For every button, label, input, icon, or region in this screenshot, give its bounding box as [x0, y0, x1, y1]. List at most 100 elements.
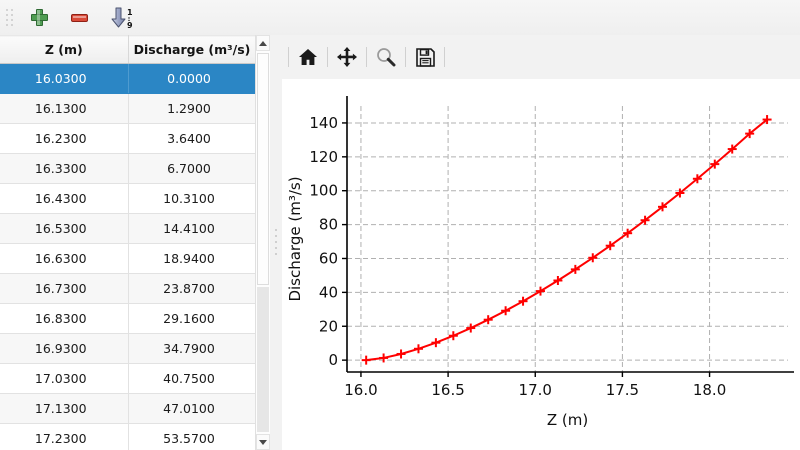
zoom-button[interactable]: [369, 42, 403, 72]
y-tick-label: 140: [309, 114, 338, 132]
table-toolbar: 1 9: [0, 0, 800, 36]
table-row[interactable]: 17.0300 40.7500: [0, 363, 257, 394]
table-vertical-scrollbar[interactable]: [255, 35, 270, 450]
cell-z[interactable]: 16.2300: [0, 123, 129, 154]
toolbar-drag-grip[interactable]: [5, 7, 15, 29]
data-point-marker: [745, 129, 755, 139]
cell-discharge[interactable]: 47.0100: [128, 393, 257, 424]
table-row[interactable]: 16.7300 23.8700: [0, 273, 257, 304]
y-tick-label: 80: [319, 216, 338, 234]
table-row[interactable]: 16.4300 10.3100: [0, 183, 257, 214]
cell-discharge[interactable]: 18.9400: [128, 243, 257, 274]
cell-z[interactable]: 16.1300: [0, 93, 129, 124]
cell-z[interactable]: 16.4300: [0, 183, 129, 214]
home-icon: [298, 48, 318, 66]
cell-discharge[interactable]: 1.2900: [128, 93, 257, 124]
series-line: [366, 118, 768, 362]
toolbar-separator: [288, 47, 289, 67]
data-point-marker: [413, 344, 423, 354]
y-tick-label: 20: [319, 317, 338, 335]
toolbar-separator: [366, 47, 367, 67]
x-tick-label: 16.5: [431, 381, 464, 399]
table-row[interactable]: 16.5300 14.4100: [0, 213, 257, 244]
panel-splitter[interactable]: [270, 35, 282, 450]
scroll-down-arrow[interactable]: [256, 434, 270, 450]
table-header-row: Z (m) Discharge (m³/s): [0, 35, 257, 64]
data-point-marker: [710, 159, 720, 169]
cell-discharge[interactable]: 40.7500: [128, 363, 257, 394]
y-tick-label: 60: [319, 249, 338, 267]
table-body: 16.0300 0.0000 16.1300 1.2900 16.2300 3.6400 1…: [0, 63, 257, 450]
scrollbar-track[interactable]: [257, 287, 269, 432]
y-tick-label: 120: [309, 148, 338, 166]
table-row[interactable]: 16.8300 29.1600: [0, 303, 257, 334]
cell-discharge[interactable]: 23.8700: [128, 273, 257, 304]
data-point-marker: [623, 228, 633, 238]
cell-discharge[interactable]: 34.7900: [128, 333, 257, 364]
save-button[interactable]: [408, 42, 442, 72]
cell-z[interactable]: 16.5300: [0, 213, 129, 244]
cell-discharge[interactable]: 0.0000: [128, 63, 257, 94]
cell-z[interactable]: 16.0300: [0, 63, 129, 94]
move-arrows-icon: [337, 47, 357, 67]
table-row[interactable]: 17.2300 53.5700: [0, 423, 257, 450]
home-button[interactable]: [291, 42, 325, 72]
table-row[interactable]: 16.2300 3.6400: [0, 123, 257, 154]
cell-discharge[interactable]: 10.3100: [128, 183, 257, 214]
cell-z[interactable]: 16.6300: [0, 243, 129, 274]
cell-discharge[interactable]: 53.5700: [128, 423, 257, 450]
splitter-grip: [274, 226, 278, 260]
toolbar-separator: [405, 47, 406, 67]
scrollbar-thumb[interactable]: [257, 53, 269, 285]
data-point-marker: [657, 202, 667, 212]
data-point-marker: [640, 215, 650, 225]
y-tick-label: 100: [309, 182, 338, 200]
cell-discharge[interactable]: 6.7000: [128, 153, 257, 184]
sort-descending-button[interactable]: 1 9: [105, 2, 141, 34]
plot-panel: 0 20 40 60 80 100 120 140 16.0 16.5 17.0 17.5 18.0 Z …: [282, 35, 800, 450]
cell-discharge[interactable]: 29.1600: [128, 303, 257, 334]
data-point-marker: [501, 306, 511, 316]
discharge-table[interactable]: Z (m) Discharge (m³/s) 16.0300 0.0000 16.1…: [0, 35, 257, 450]
remove-row-button[interactable]: [63, 2, 95, 34]
table-row[interactable]: 17.1300 47.0100: [0, 393, 257, 424]
cell-z[interactable]: 17.1300: [0, 393, 129, 424]
cell-z[interactable]: 17.0300: [0, 363, 129, 394]
pan-button[interactable]: [330, 42, 364, 72]
minus-icon: [70, 13, 88, 22]
data-point-marker: [518, 296, 528, 306]
add-row-button[interactable]: [23, 2, 55, 34]
table-row[interactable]: 16.9300 34.7900: [0, 333, 257, 364]
cell-z[interactable]: 16.9300: [0, 333, 129, 364]
data-point-marker: [483, 315, 493, 325]
x-tick-label: 17.5: [606, 381, 639, 399]
x-tick-label: 17.0: [519, 381, 552, 399]
cell-discharge[interactable]: 14.4100: [128, 213, 257, 244]
scroll-up-arrow[interactable]: [256, 35, 270, 51]
discharge-curve-plot[interactable]: 0 20 40 60 80 100 120 140 16.0 16.5 17.0 17.5 18.0 Z …: [282, 79, 800, 450]
triangle-up-icon: [259, 40, 267, 46]
column-header-z[interactable]: Z (m): [0, 35, 129, 64]
table-row[interactable]: 16.1300 1.2900: [0, 93, 257, 124]
toolbar-separator: [327, 47, 328, 67]
data-point-marker: [588, 253, 598, 263]
sort-1-to-9-down-icon: 1 9: [111, 7, 135, 29]
cell-z[interactable]: 17.2300: [0, 423, 129, 450]
magnifier-icon: [376, 47, 396, 67]
cell-discharge[interactable]: 3.6400: [128, 123, 257, 154]
cell-z[interactable]: 16.8300: [0, 303, 129, 334]
plus-icon: [30, 9, 48, 26]
table-row[interactable]: 16.6300 18.9400: [0, 243, 257, 274]
svg-text:1: 1: [127, 8, 133, 17]
column-header-discharge[interactable]: Discharge (m³/s): [128, 35, 257, 64]
y-axis-label: Discharge (m³/s): [286, 176, 304, 301]
table-row[interactable]: 16.0300 0.0000: [0, 63, 257, 94]
data-point-marker: [431, 338, 441, 348]
cell-z[interactable]: 16.7300: [0, 273, 129, 304]
data-point-marker: [675, 188, 685, 198]
table-row[interactable]: 16.3300 6.7000: [0, 153, 257, 184]
x-tick-label: 16.0: [344, 381, 377, 399]
data-point-marker: [605, 241, 615, 251]
cell-z[interactable]: 16.3300: [0, 153, 129, 184]
